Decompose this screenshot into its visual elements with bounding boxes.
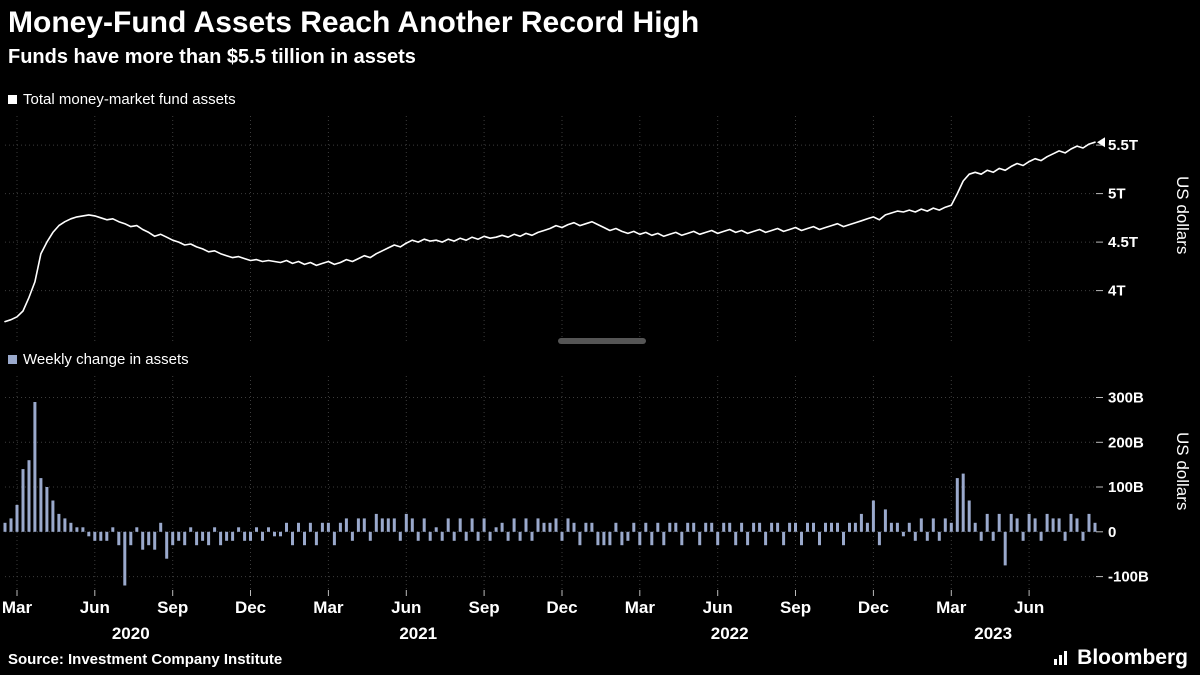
y-axis-title-bottom: US dollars bbox=[1173, 432, 1192, 511]
svg-text:4.5T: 4.5T bbox=[1108, 234, 1138, 251]
svg-text:5.5T: 5.5T bbox=[1108, 137, 1138, 154]
x-tick-label: Jun bbox=[702, 598, 733, 617]
x-tick-label: Jun bbox=[79, 598, 110, 617]
source-attribution: Source: Investment Company Institute bbox=[8, 651, 283, 668]
svg-text:-100B: -100B bbox=[1108, 569, 1149, 586]
x-tick-label: Mar bbox=[313, 598, 344, 617]
svg-text:4T: 4T bbox=[1108, 283, 1126, 300]
x-tick-label: Mar bbox=[1, 598, 33, 617]
x-tick-label: Jun bbox=[391, 598, 422, 617]
x-tick-label: Mar bbox=[624, 598, 655, 617]
legend-total-assets: Total money-market fund assets bbox=[8, 91, 236, 108]
bloomberg-chart-icon bbox=[1054, 651, 1068, 665]
bar-chart-weekly-change: 300B 200B 100B 0 -100B bbox=[3, 376, 1149, 596]
chart-title: Money-Fund Assets Reach Another Record H… bbox=[8, 6, 700, 39]
bar-series-swatch-icon bbox=[8, 355, 17, 364]
svg-text:0: 0 bbox=[1108, 524, 1116, 541]
x-tick-label: Jun bbox=[1013, 598, 1045, 617]
bloomberg-wordmark: Bloomberg bbox=[1077, 646, 1188, 669]
x-year-label: 2021 bbox=[399, 624, 438, 643]
legend-weekly-change-label: Weekly change in assets bbox=[23, 351, 189, 368]
svg-text:100B: 100B bbox=[1108, 479, 1144, 496]
x-year-label: 2020 bbox=[111, 624, 150, 643]
chart-subtitle: Funds have more than $5.5 tillion in ass… bbox=[8, 46, 416, 68]
x-tick-label: Sep bbox=[468, 598, 500, 617]
line-chart-total-assets: 5.5T 5T 4.5T 4T bbox=[4, 116, 1138, 342]
x-year-label: 2022 bbox=[710, 624, 749, 643]
x-tick-label: Mar bbox=[936, 598, 967, 617]
x-tick-label: Dec bbox=[546, 598, 578, 617]
svg-text:300B: 300B bbox=[1108, 390, 1144, 407]
x-year-label: 2023 bbox=[974, 624, 1013, 643]
bloomberg-logo: Bloomberg bbox=[1052, 646, 1188, 670]
x-tick-label: Sep bbox=[157, 598, 189, 617]
x-tick-label: Dec bbox=[857, 598, 889, 617]
legend-total-assets-label: Total money-market fund assets bbox=[23, 91, 236, 108]
y-axis-title-top: US dollars bbox=[1173, 176, 1192, 255]
svg-text:200B: 200B bbox=[1108, 434, 1144, 451]
line-series-swatch-icon bbox=[8, 95, 17, 104]
legend-weekly-change: Weekly change in assets bbox=[8, 351, 189, 368]
x-tick-label: Dec bbox=[234, 598, 267, 617]
svg-text:5T: 5T bbox=[1108, 186, 1126, 203]
x-tick-label: Sep bbox=[779, 598, 812, 617]
chart-scrollbar-handle[interactable] bbox=[558, 338, 646, 344]
